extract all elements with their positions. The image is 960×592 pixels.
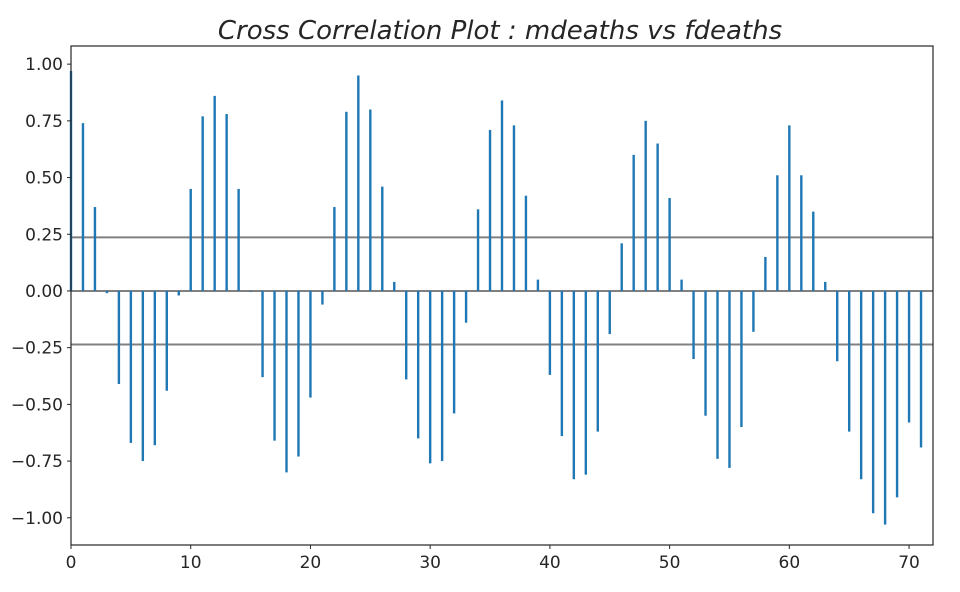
y-tick-label: −0.25: [11, 339, 63, 359]
ccf-bar: [249, 290, 252, 292]
ccf-bar: [105, 290, 109, 294]
ccf-bar: [273, 290, 276, 441]
ccf-bar: [153, 290, 157, 446]
ccf-bar: [608, 290, 611, 335]
ccf-bar: [237, 188, 240, 291]
ccf-bar: [381, 186, 384, 291]
ccf-bar: [201, 116, 204, 291]
y-axis-ticks: 1.00 0.75 0.50 0.25 0.00 −0.25 −0.50 −0.75 −1.00: [11, 55, 71, 529]
ccf-bar: [117, 290, 121, 384]
ccf-bar: [81, 123, 85, 291]
ccf-bar: [285, 290, 288, 473]
ccf-bar: [776, 175, 779, 291]
ccf-bar: [632, 154, 635, 291]
y-tick-label: 0.75: [25, 112, 63, 132]
ccf-bar: [620, 243, 623, 291]
ccf-bar: [740, 290, 743, 428]
ccf-bar: [764, 256, 767, 291]
ccf-bar: [297, 290, 300, 457]
x-tick-label: 60: [779, 553, 801, 573]
x-axis-ticks: 0 10 20 30 40 50 60 70: [66, 545, 920, 573]
ccf-bar: [668, 197, 671, 291]
y-tick-label: 0.25: [25, 225, 63, 245]
plot-frame: [70, 45, 934, 546]
ccf-bar: [572, 290, 576, 480]
y-tick-label: −0.75: [11, 452, 63, 472]
ccf-bar: [524, 195, 528, 291]
ccf-bar: [213, 95, 216, 291]
x-tick-label: 0: [66, 553, 77, 573]
ccf-bar: [321, 290, 324, 305]
ccf-bar: [261, 290, 264, 378]
ccf-bar: [333, 207, 336, 291]
ccf-bar: [141, 290, 145, 462]
ccf-bar: [752, 290, 755, 332]
y-tick-label: 0.50: [25, 169, 63, 189]
ccf-bar: [596, 290, 599, 432]
ccf-bar: [357, 75, 360, 291]
ccf-bar: [800, 175, 803, 291]
ccf-bar: [548, 290, 552, 375]
ccf-bar: [440, 290, 444, 462]
ccf-bar: [847, 290, 851, 432]
ccf-bar: [369, 109, 372, 291]
ccf-bar: [919, 290, 923, 448]
ccf-bar: [428, 290, 432, 464]
ccf-bar: [907, 290, 911, 423]
ccf-bar: [871, 290, 875, 514]
ccf-bar: [859, 290, 863, 480]
ccf-bar: [177, 290, 180, 296]
x-tick-label: 10: [180, 553, 202, 573]
ccf-bar: [393, 281, 396, 291]
ccf-bar: [464, 290, 468, 323]
ccf-bar: [560, 290, 564, 437]
ccf-bar: [309, 290, 312, 398]
x-tick-label: 30: [419, 553, 441, 573]
bar-series: [69, 70, 923, 525]
ccf-bar: [165, 290, 168, 391]
ccf-bar: [692, 290, 695, 360]
y-tick-label: −1.00: [11, 509, 63, 529]
ccf-bar: [93, 207, 97, 291]
ccf-bar: [476, 209, 480, 291]
y-tick-label: 1.00: [25, 55, 63, 75]
ccf-bar: [512, 125, 516, 291]
y-tick-label: 0.00: [25, 282, 63, 302]
ccf-bar: [836, 290, 839, 362]
ccf-bar: [405, 290, 408, 380]
ccf-bar: [129, 290, 133, 443]
ccf-bar: [488, 129, 492, 291]
ccf-bar: [536, 279, 540, 291]
chart-title: Cross Correlation Plot : mdeaths vs fdea…: [218, 16, 782, 46]
ccf-bar: [500, 100, 504, 291]
ccf-bar: [883, 290, 887, 525]
ccf-bar: [189, 188, 192, 291]
ccf-bar: [680, 279, 683, 291]
x-tick-label: 40: [539, 553, 561, 573]
y-tick-label: −0.50: [11, 395, 63, 415]
x-tick-label: 70: [898, 553, 920, 573]
ccf-bar: [824, 281, 827, 291]
ccf-bar: [452, 290, 456, 414]
ccf-bar: [788, 125, 791, 291]
x-tick-label: 20: [300, 553, 322, 573]
ccf-bar: [345, 111, 348, 291]
ccf-bar: [895, 290, 899, 498]
ccf-bar: [584, 290, 588, 475]
ccf-bar: [225, 114, 228, 291]
ccf-bar: [812, 211, 815, 291]
ccf-bar: [716, 290, 719, 459]
ccf-bar: [416, 290, 420, 439]
ccf-bar: [656, 143, 659, 291]
x-tick-label: 50: [659, 553, 681, 573]
ccf-bar: [728, 290, 731, 468]
ccf-bar: [644, 120, 647, 291]
ccf-bar: [704, 290, 707, 416]
